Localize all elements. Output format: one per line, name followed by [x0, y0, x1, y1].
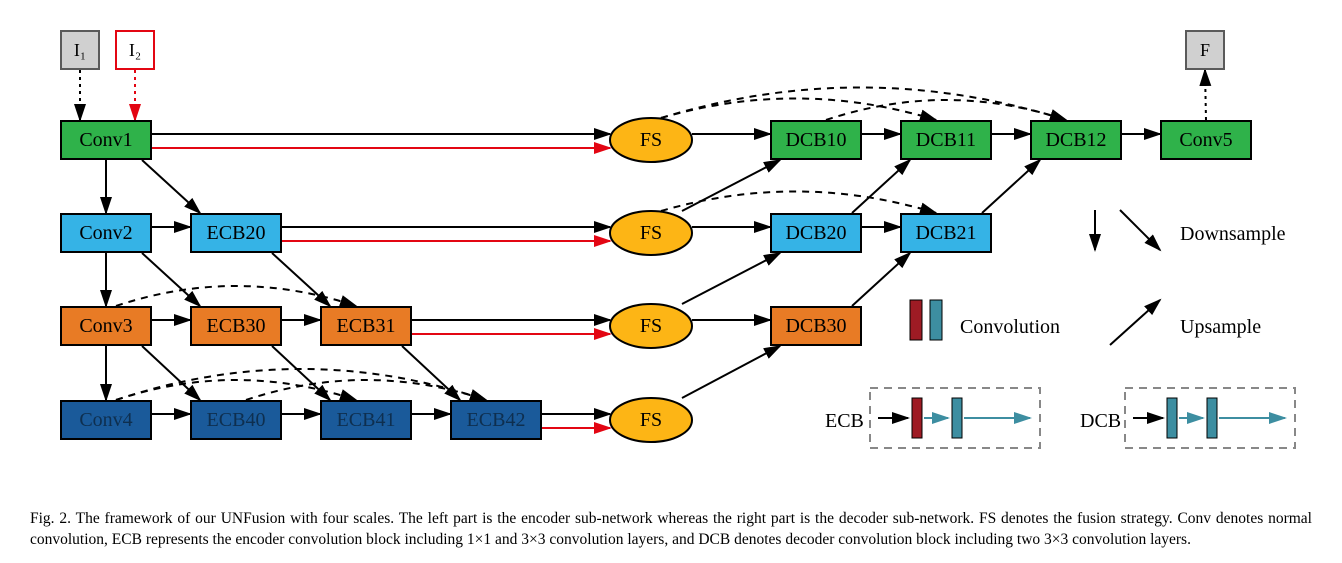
node-dcb20: DCB20	[770, 213, 862, 253]
node-dcb11: DCB11	[900, 120, 992, 160]
node-conv5: Conv5	[1160, 120, 1252, 160]
node-ecb41: ECB41	[320, 400, 412, 440]
node-ecb30: ECB30	[190, 306, 282, 346]
input-i1-label: I₁	[74, 40, 86, 61]
node-dcb21: DCB21	[900, 213, 992, 253]
legend-convolution: Convolution	[960, 316, 1060, 339]
node-conv1: Conv1	[60, 120, 152, 160]
output-f: F	[1185, 30, 1225, 70]
output-f-label: F	[1200, 40, 1210, 61]
legend-ecb-label: ECB	[825, 410, 864, 433]
diagram-root: FS FS FS FS I₁ I₂ F Downsample Upsample Con…	[0, 0, 1342, 563]
node-dcb30: DCB30	[770, 306, 862, 346]
diagram-svg: FS FS FS FS	[0, 0, 1342, 563]
input-i1: I₁	[60, 30, 100, 70]
svg-text:FS: FS	[640, 129, 662, 151]
node-ecb40: ECB40	[190, 400, 282, 440]
figure-caption: Fig. 2. The framework of our UNFusion wi…	[30, 509, 1312, 551]
legend-upsample: Upsample	[1180, 316, 1261, 339]
node-dcb10: DCB10	[770, 120, 862, 160]
input-i2-label: I₂	[129, 40, 141, 61]
node-ecb31: ECB31	[320, 306, 412, 346]
node-conv2: Conv2	[60, 213, 152, 253]
input-i2: I₂	[115, 30, 155, 70]
svg-text:FS: FS	[640, 222, 662, 244]
svg-text:FS: FS	[640, 409, 662, 431]
node-ecb42: ECB42	[450, 400, 542, 440]
node-ecb20: ECB20	[190, 213, 282, 253]
node-conv3: Conv3	[60, 306, 152, 346]
node-dcb12: DCB12	[1030, 120, 1122, 160]
legend-downsample: Downsample	[1180, 223, 1286, 246]
legend-dcb-label: DCB	[1080, 410, 1121, 433]
svg-text:FS: FS	[640, 315, 662, 337]
node-conv4: Conv4	[60, 400, 152, 440]
